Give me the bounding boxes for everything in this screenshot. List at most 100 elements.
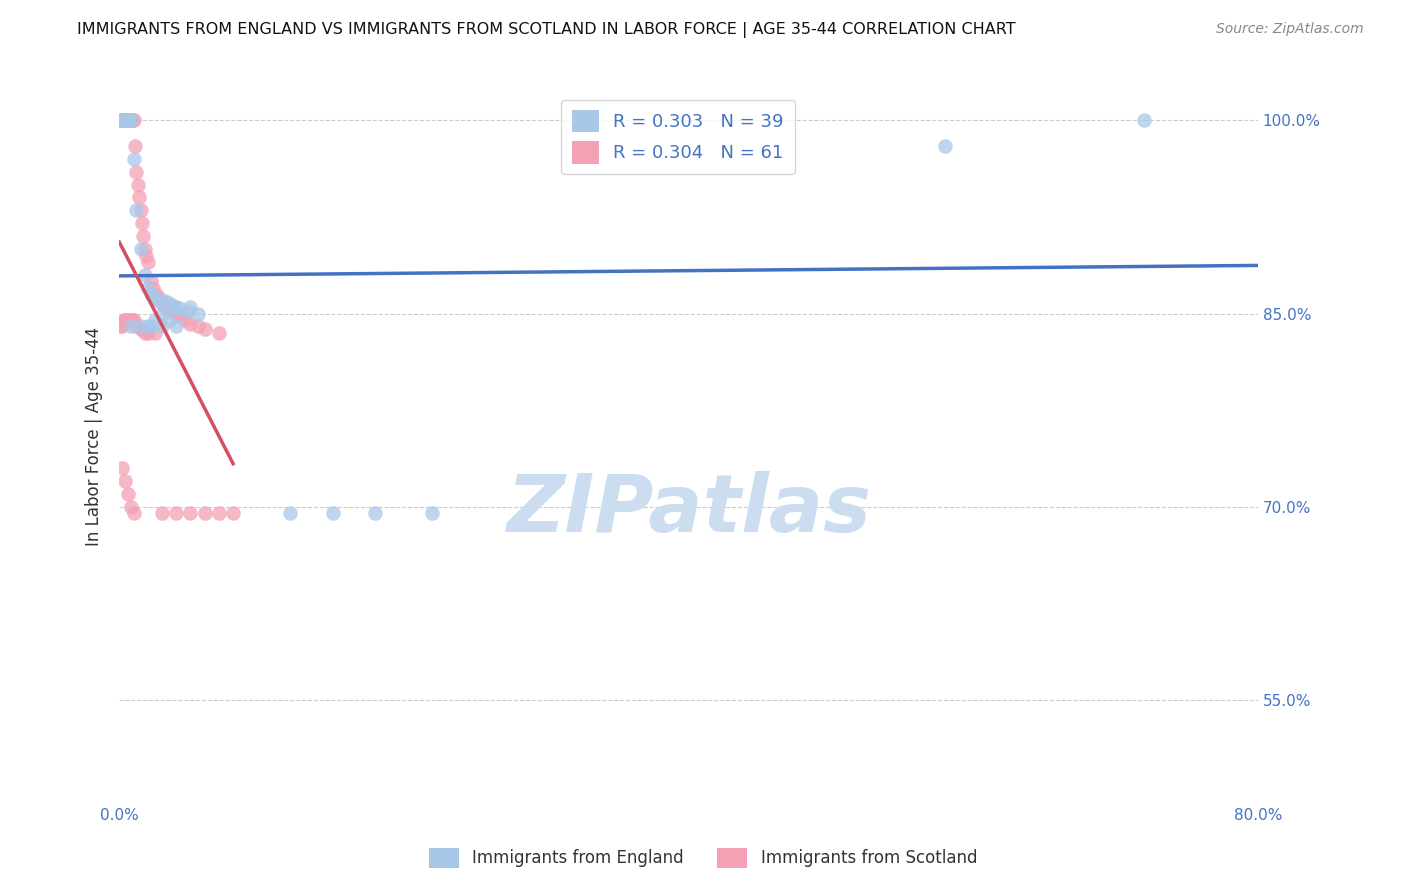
Point [134, 326, 156, 340]
Point [194, 322, 217, 336]
Point [122, 113, 145, 128]
Point [167, 301, 190, 316]
Point [136, 281, 159, 295]
Point [129, 203, 152, 218]
Point [124, 139, 146, 153]
Point [165, 507, 187, 521]
Point [114, 474, 136, 488]
Point [120, 500, 142, 514]
Point [121, 113, 143, 128]
Point [142, 281, 165, 295]
Point [136, 255, 159, 269]
Point [127, 178, 149, 192]
Point [148, 291, 170, 305]
Point [139, 319, 162, 334]
Point [322, 507, 344, 521]
Text: ZIPatlas: ZIPatlas [506, 471, 872, 549]
Point [120, 313, 142, 327]
Text: Source: ZipAtlas.com: Source: ZipAtlas.com [1216, 22, 1364, 37]
Point [150, 319, 173, 334]
Point [114, 113, 136, 128]
Point [118, 313, 141, 327]
Point [120, 319, 142, 334]
Point [145, 287, 167, 301]
Legend: Immigrants from England, Immigrants from Scotland: Immigrants from England, Immigrants from… [422, 841, 984, 875]
Point [117, 113, 139, 128]
Point [117, 313, 139, 327]
Point [179, 300, 201, 314]
Point [131, 216, 153, 230]
Point [120, 113, 142, 128]
Point [364, 507, 387, 521]
Point [153, 293, 176, 308]
Point [934, 139, 956, 153]
Point [125, 203, 148, 218]
Point [121, 313, 143, 327]
Point [111, 461, 134, 475]
Point [129, 319, 152, 334]
Point [1133, 113, 1156, 128]
Point [148, 293, 170, 308]
Point [208, 507, 231, 521]
Point [187, 319, 209, 334]
Point [115, 113, 138, 128]
Point [165, 319, 187, 334]
Point [112, 313, 135, 327]
Point [110, 319, 132, 334]
Point [167, 309, 190, 323]
Text: IMMIGRANTS FROM ENGLAND VS IMMIGRANTS FROM SCOTLAND IN LABOR FORCE | AGE 35-44 C: IMMIGRANTS FROM ENGLAND VS IMMIGRANTS FR… [77, 22, 1017, 38]
Point [165, 300, 187, 314]
Point [132, 229, 155, 244]
Point [222, 507, 245, 521]
Point [278, 507, 301, 521]
Point [128, 190, 150, 204]
Legend: R = 0.303   N = 39, R = 0.304   N = 61: R = 0.303 N = 39, R = 0.304 N = 61 [561, 100, 794, 174]
Point [143, 313, 166, 327]
Point [125, 164, 148, 178]
Point [122, 507, 145, 521]
Point [157, 296, 180, 310]
Point [115, 113, 138, 128]
Point [117, 487, 139, 501]
Point [120, 113, 142, 128]
Point [157, 302, 180, 317]
Point [112, 113, 135, 128]
Point [157, 313, 180, 327]
Point [173, 313, 195, 327]
Point [187, 307, 209, 321]
Point [194, 507, 217, 521]
Point [179, 507, 201, 521]
Point [122, 313, 145, 327]
Point [129, 322, 152, 336]
Point [150, 507, 173, 521]
Point [136, 319, 159, 334]
Y-axis label: In Labor Force | Age 35-44: In Labor Force | Age 35-44 [86, 326, 103, 546]
Point [111, 113, 134, 128]
Point [110, 113, 132, 128]
Point [179, 317, 201, 331]
Point [150, 307, 173, 321]
Point [117, 113, 139, 128]
Point [129, 242, 152, 256]
Point [134, 268, 156, 282]
Point [162, 305, 184, 319]
Point [114, 313, 136, 327]
Point [208, 326, 231, 340]
Point [112, 113, 135, 128]
Point [114, 113, 136, 128]
Point [111, 113, 134, 128]
Point [139, 274, 162, 288]
Point [111, 319, 134, 334]
Point [143, 326, 166, 340]
Point [122, 152, 145, 166]
Point [115, 313, 138, 327]
Point [136, 326, 159, 340]
Point [118, 113, 141, 128]
Point [176, 304, 198, 318]
Point [134, 242, 156, 256]
Point [422, 507, 444, 521]
Point [135, 248, 157, 262]
Point [150, 296, 173, 310]
Point [118, 113, 141, 128]
Point [139, 287, 162, 301]
